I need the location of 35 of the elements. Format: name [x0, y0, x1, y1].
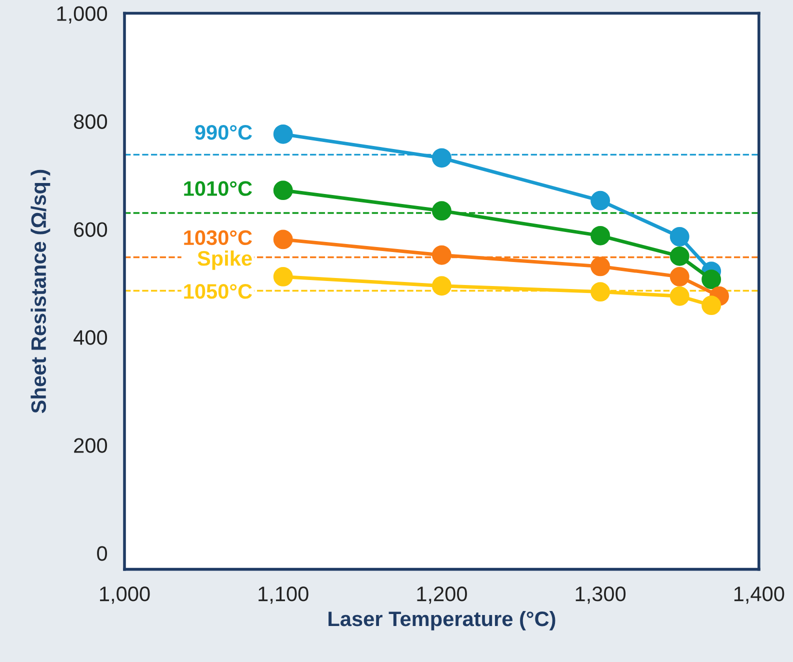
point — [702, 270, 722, 290]
point — [670, 266, 690, 286]
x-tick-label: 1,300 — [576, 586, 626, 604]
x-tick-label: 1,400 — [734, 586, 784, 604]
point — [273, 124, 293, 144]
point — [590, 282, 610, 302]
series-label: 1010°C — [184, 181, 252, 196]
series-label: 1030°C — [184, 230, 252, 246]
point — [273, 180, 293, 200]
point — [590, 190, 610, 210]
point — [273, 266, 293, 286]
x-axis-title: Laser Temperature (°C) — [328, 610, 556, 630]
point — [432, 201, 452, 221]
y-axis-title: Sheet Resistance (Ω/sq.) — [30, 170, 50, 414]
point — [590, 226, 610, 246]
point — [273, 230, 293, 250]
point — [432, 148, 452, 168]
point — [670, 227, 690, 246]
series-label: 990°C — [195, 125, 252, 140]
point — [590, 256, 610, 276]
y-tick-label: 400 — [74, 330, 108, 345]
point — [670, 246, 690, 266]
series-label: Spike 1050°C — [184, 250, 252, 299]
y-tick-label: 600 — [74, 222, 108, 237]
y-tick-label: 1,000 — [57, 6, 108, 24]
x-tick-label: 1,000 — [100, 586, 150, 604]
point — [670, 286, 690, 306]
point — [432, 276, 452, 296]
x-tick-label: 1,100 — [258, 586, 308, 604]
y-tick-label: 200 — [74, 438, 108, 453]
point — [432, 245, 452, 265]
point — [702, 296, 722, 316]
y-tick-label: 800 — [74, 114, 108, 129]
x-tick-label: 1,200 — [417, 586, 467, 604]
y-tick-label: 0 — [97, 546, 108, 561]
